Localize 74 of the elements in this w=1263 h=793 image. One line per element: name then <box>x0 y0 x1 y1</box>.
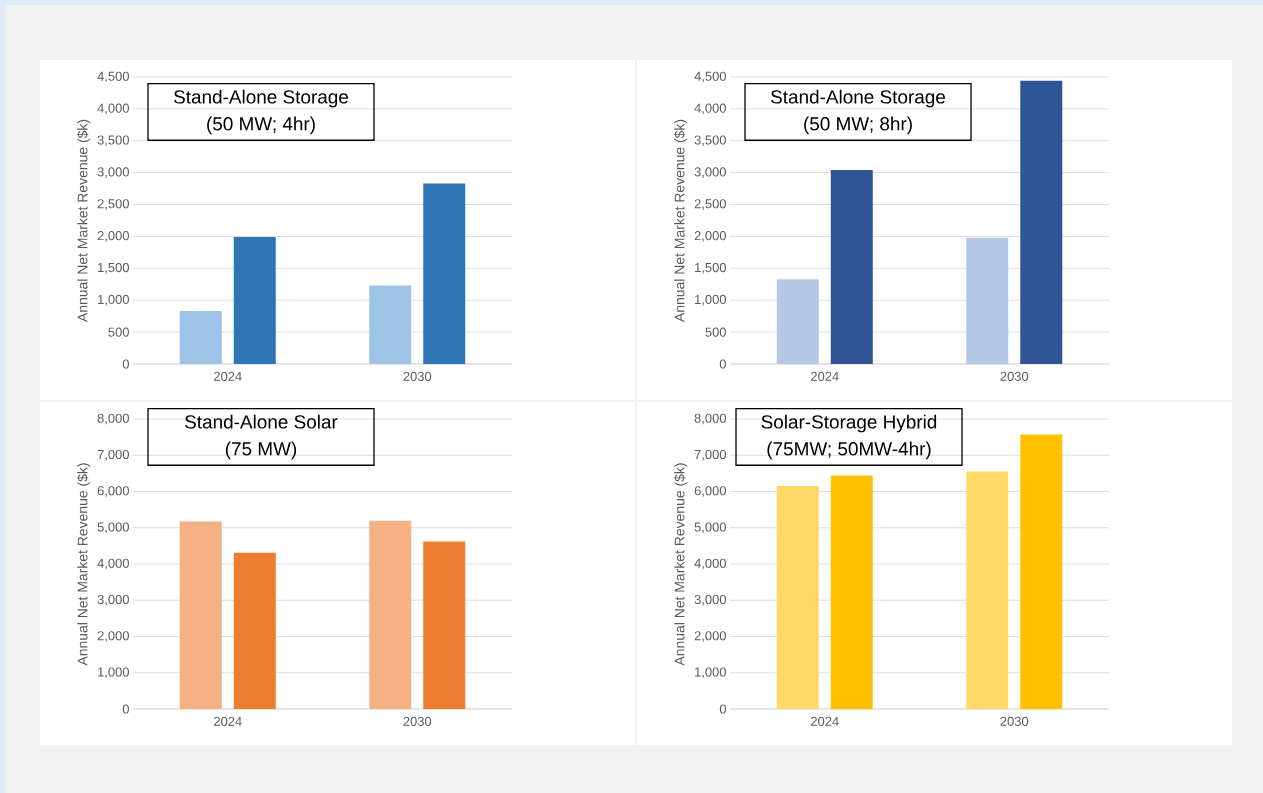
y-tick-label: 3,000 <box>97 167 129 178</box>
y-tick-label: 7,000 <box>694 449 726 461</box>
y-tick-label: 4,000 <box>694 558 726 570</box>
y-tick-label: 4,000 <box>97 558 129 570</box>
y-tick-label: 4,000 <box>694 103 726 115</box>
y-tick-label: 3,500 <box>97 135 129 147</box>
text: (75MW; 50MW-4hr) <box>767 441 931 460</box>
y-tick-label: 4,500 <box>694 71 726 83</box>
y-tick-label: 1,000 <box>98 667 129 679</box>
x-tick-label: 2024 <box>811 716 839 726</box>
text: (50 MW; 8hr) <box>804 116 912 135</box>
x-tick-label: 2030 <box>403 716 432 726</box>
y-tick-label: 500 <box>108 327 129 337</box>
x-tick-label: 2030 <box>403 371 432 381</box>
y-tick-label: 2,000 <box>97 631 129 642</box>
y-axis-title: Annual Net Market Revenue ($k) <box>674 463 688 666</box>
y-tick-label: 8,000 <box>97 413 129 425</box>
bar <box>830 170 873 364</box>
text: (50 MW; 4hr) <box>207 116 315 135</box>
y-tick-label: 6,000 <box>694 486 726 497</box>
bar <box>179 311 222 364</box>
y-tick-label: 1,000 <box>695 667 726 679</box>
bar <box>369 285 412 364</box>
y-tick-label: 5,000 <box>694 522 726 534</box>
y-tick-label: 1,000 <box>695 294 726 306</box>
y-tick-label: 0 <box>122 359 129 369</box>
chart-title: Stand-Alone Solar <box>185 414 338 429</box>
x-tick-label: 2024 <box>214 716 242 726</box>
y-tick-label: 3,000 <box>97 594 129 606</box>
bar <box>830 475 873 709</box>
bar <box>369 520 412 709</box>
bar <box>233 237 276 364</box>
y-tick-label: 1,500 <box>695 262 726 274</box>
y-tick-label: 3,000 <box>694 167 726 178</box>
x-tick-label: 2024 <box>811 371 839 381</box>
x-tick-label: 2030 <box>1000 716 1029 726</box>
y-tick-label: 7,000 <box>97 449 129 461</box>
y-tick-label: 1,000 <box>98 294 129 306</box>
y-tick-label: 0 <box>719 359 726 369</box>
bar <box>966 237 1009 364</box>
chart-title: Solar-Storage Hybrid <box>761 414 937 433</box>
bar <box>1020 434 1063 709</box>
y-tick-label: 5,000 <box>97 522 129 534</box>
y-tick-label: 2,500 <box>694 199 726 210</box>
y-tick-label: 3,000 <box>694 594 726 606</box>
bar <box>776 486 819 709</box>
bar <box>1020 80 1063 364</box>
text: Stand-Alone Storage <box>771 89 945 108</box>
y-tick-label: 4,000 <box>97 103 129 115</box>
y-tick-label: 2,000 <box>694 631 726 642</box>
y-tick-label: 500 <box>705 327 726 337</box>
y-tick-label: 2,500 <box>97 199 129 210</box>
x-tick-label: 2024 <box>214 371 242 381</box>
bar <box>776 279 819 364</box>
x-tick-label: 2030 <box>1000 371 1029 381</box>
y-tick-label: 4,500 <box>97 71 129 83</box>
text: Stand-Alone Storage <box>174 89 348 108</box>
bar <box>233 552 276 709</box>
bar <box>423 541 466 709</box>
y-axis-title: Annual Net Market Revenue ($k) <box>674 119 688 323</box>
y-axis-title: Annual Net Market Revenue ($k) <box>77 119 91 323</box>
y-axis-title: Annual Net Market Revenue ($k) <box>77 463 91 666</box>
bar <box>423 183 466 364</box>
y-tick-label: 0 <box>122 704 129 714</box>
y-tick-label: 8,000 <box>694 413 726 425</box>
bar <box>179 521 222 709</box>
y-tick-label: 2,000 <box>97 231 129 242</box>
y-tick-label: 3,500 <box>694 135 726 147</box>
text: (75 MW) <box>225 441 297 460</box>
y-tick-label: 2,000 <box>694 231 726 242</box>
y-tick-label: 6,000 <box>97 486 129 497</box>
bar <box>966 471 1009 709</box>
y-tick-label: 1,500 <box>98 262 129 274</box>
y-tick-label: 0 <box>719 704 726 714</box>
